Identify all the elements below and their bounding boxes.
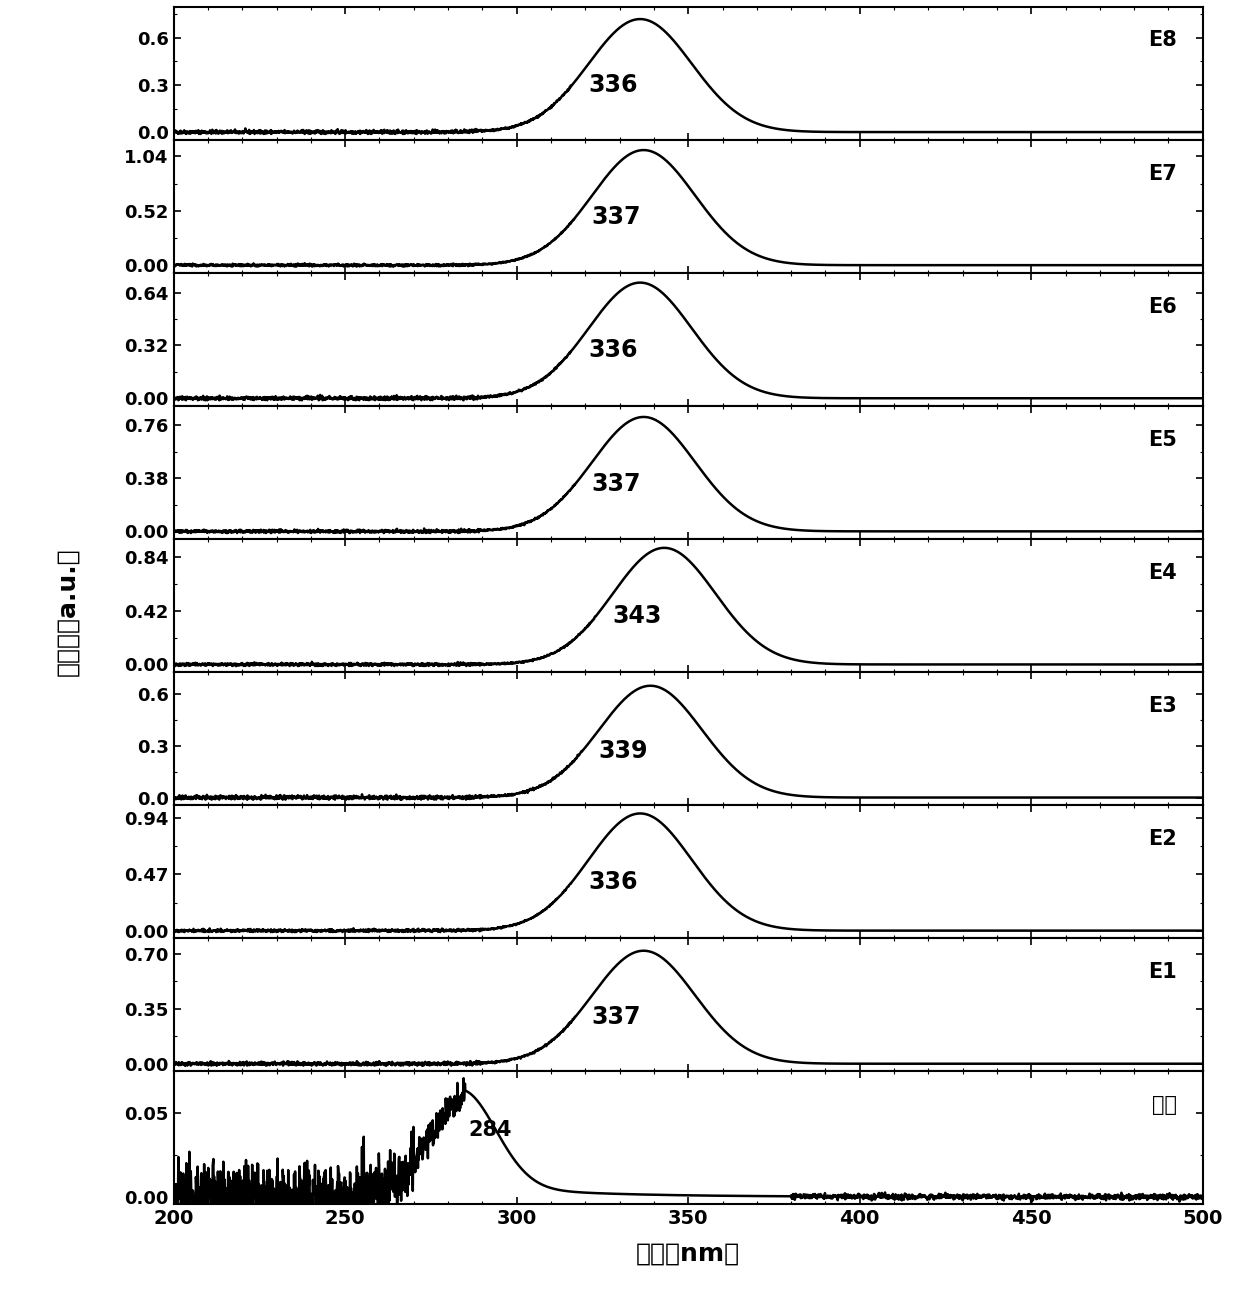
Text: E7: E7 xyxy=(1148,164,1177,184)
X-axis label: 波长（nm）: 波长（nm） xyxy=(636,1242,740,1266)
Text: 吸光度（a.u.）: 吸光度（a.u.） xyxy=(56,548,79,676)
Text: E5: E5 xyxy=(1148,430,1177,449)
Text: E8: E8 xyxy=(1148,30,1177,51)
Text: 337: 337 xyxy=(591,206,641,229)
Text: 339: 339 xyxy=(598,740,647,763)
Text: E4: E4 xyxy=(1148,562,1177,583)
Text: 284: 284 xyxy=(469,1120,512,1141)
Text: 336: 336 xyxy=(588,339,637,362)
Text: 336: 336 xyxy=(588,73,637,98)
Text: 337: 337 xyxy=(591,1005,641,1029)
Text: E2: E2 xyxy=(1148,829,1177,849)
Text: E6: E6 xyxy=(1148,297,1177,316)
Text: E3: E3 xyxy=(1148,697,1177,716)
Text: 336: 336 xyxy=(588,870,637,893)
Text: 337: 337 xyxy=(591,471,641,496)
Text: E1: E1 xyxy=(1148,962,1177,982)
Text: 空白: 空白 xyxy=(1152,1095,1177,1116)
Text: 343: 343 xyxy=(613,604,661,628)
